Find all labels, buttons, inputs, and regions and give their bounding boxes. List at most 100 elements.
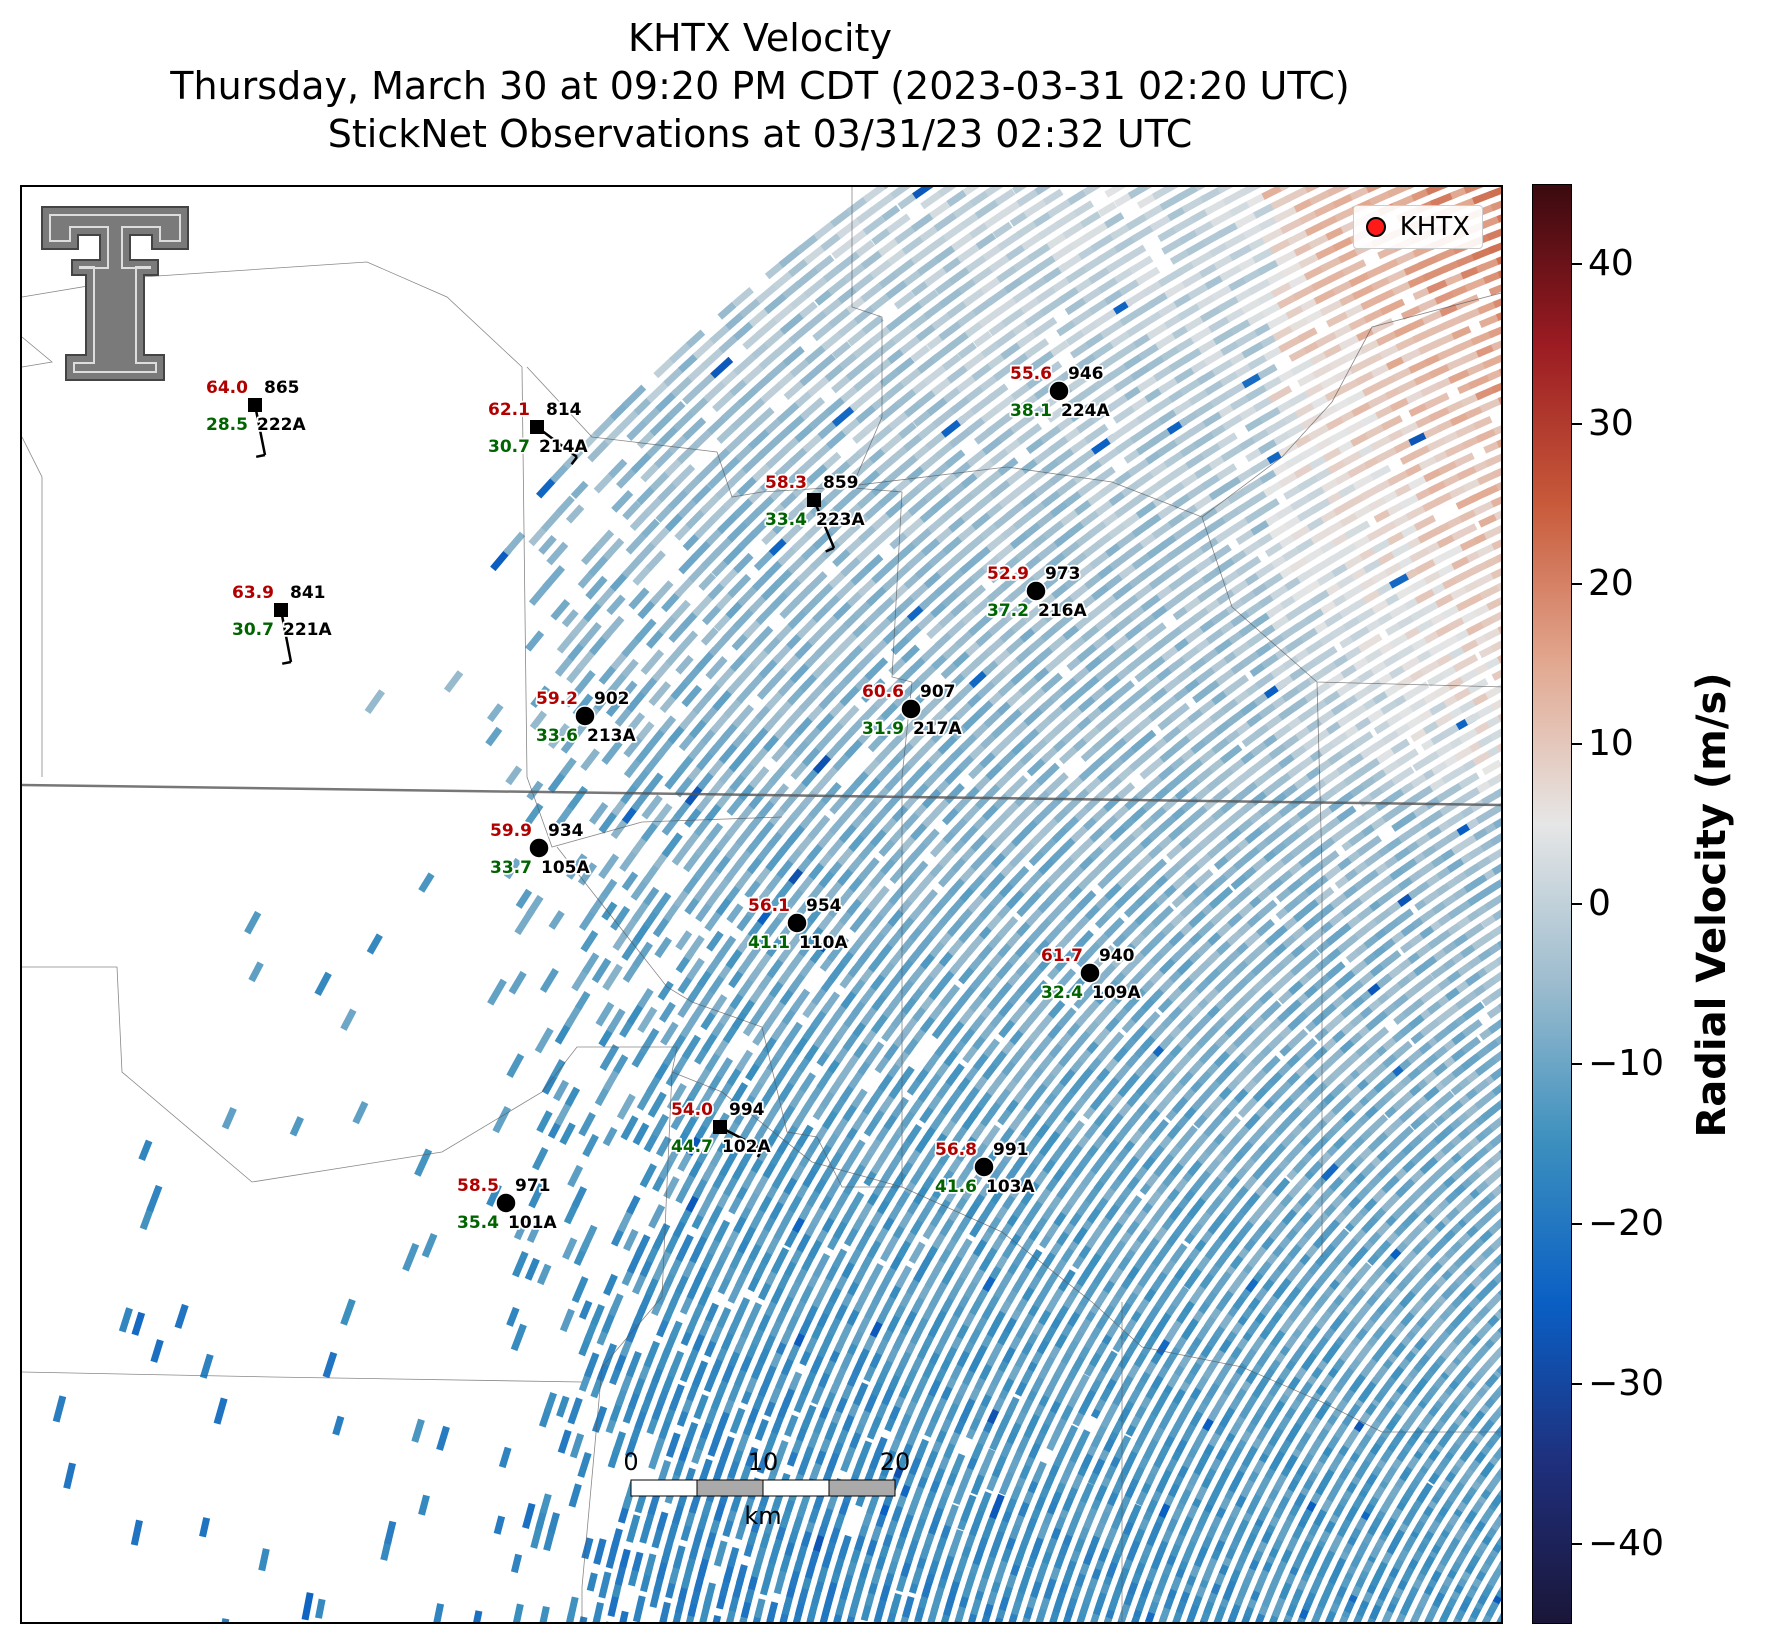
station-213a[interactable]: 59.2 902 33.6 213A xyxy=(534,687,638,748)
station-temperature: 55.6 xyxy=(1010,364,1052,384)
station-217a[interactable]: 60.6 907 31.9 217A xyxy=(860,680,964,741)
station-216a[interactable]: 52.9 973 37.2 216A xyxy=(985,562,1089,623)
station-id: 110A xyxy=(799,933,848,953)
station-temperature: 61.7 xyxy=(1041,946,1083,966)
station-pressure: 814 xyxy=(546,400,582,420)
colorbar-tick-label: −40 xyxy=(1588,1523,1664,1564)
wind-barb-icon xyxy=(812,499,836,553)
station-id: 216A xyxy=(1038,601,1087,621)
station-dewpoint: 44.7 xyxy=(671,1137,713,1157)
station-dewpoint: 33.4 xyxy=(765,510,807,530)
legend-label: KHTX xyxy=(1399,212,1470,242)
station-id: 103A xyxy=(986,1177,1035,1197)
station-pressure: 971 xyxy=(515,1176,551,1196)
wind-barb-icon xyxy=(253,404,267,459)
map-title: KHTX Velocity xyxy=(628,16,892,60)
station-pressure: 907 xyxy=(920,682,956,702)
station-temperature: 56.1 xyxy=(748,896,790,916)
scale-label-20: 20 xyxy=(880,1448,911,1476)
station-circle-marker-icon xyxy=(1079,962,1101,984)
station-square-marker-icon xyxy=(713,1120,727,1134)
county-boundaries xyxy=(22,187,1501,1622)
station-temperature: 64.0 xyxy=(206,378,248,398)
wind-barb-icon xyxy=(279,609,293,665)
station-square-marker-icon xyxy=(248,398,262,412)
station-102a[interactable]: 54.0 994 44.7 102A xyxy=(669,1098,773,1159)
colorbar-tick-label: −20 xyxy=(1588,1203,1664,1244)
station-square-marker-icon xyxy=(530,420,544,434)
county-boundary xyxy=(851,187,883,488)
scale-bar: 0 10 20 km xyxy=(623,1448,910,1530)
station-temperature: 60.6 xyxy=(862,682,904,702)
station-224a[interactable]: 55.6 946 38.1 224A xyxy=(1008,362,1112,423)
station-circle-marker-icon xyxy=(574,705,596,727)
station-109a[interactable]: 61.7 940 32.4 109A xyxy=(1039,944,1143,1005)
station-pressure: 902 xyxy=(594,689,630,709)
station-101a[interactable]: 58.5 971 35.4 101A xyxy=(455,1174,559,1235)
station-pressure: 991 xyxy=(993,1140,1029,1160)
station-105a[interactable]: 59.9 934 33.7 105A xyxy=(488,819,592,880)
map-subtitle-time: Thursday, March 30 at 09:20 PM CDT (2023… xyxy=(170,64,1350,108)
county-boundary xyxy=(1316,681,1323,1257)
map-subtitle-observations: StickNet Observations at 03/31/23 02:32 … xyxy=(327,112,1193,156)
radar-map[interactable]: 64.0 865 28.5 222A 62.1 814 30.7 214A 58.3 859 33.… xyxy=(22,187,1503,1624)
station-id: 213A xyxy=(587,726,636,746)
station-temperature: 52.9 xyxy=(987,564,1029,584)
scale-label-10: 10 xyxy=(748,1448,779,1476)
county-boundary xyxy=(581,1071,673,1622)
station-id: 221A xyxy=(283,620,332,640)
county-boundary xyxy=(22,336,53,368)
county-boundary xyxy=(22,436,43,777)
station-pressure: 865 xyxy=(264,378,300,398)
station-temperature: 58.5 xyxy=(457,1176,499,1196)
station-pressure: 841 xyxy=(290,583,326,603)
station-pressure: 954 xyxy=(806,896,842,916)
station-dewpoint: 33.7 xyxy=(490,858,532,878)
colorbar-label: Radial Velocity (m/s) xyxy=(1689,672,1735,1138)
station-dewpoint: 32.4 xyxy=(1041,983,1083,1003)
station-pressure: 934 xyxy=(548,821,584,841)
station-square-marker-icon xyxy=(274,603,288,617)
county-boundary xyxy=(22,1371,583,1383)
station-id: 223A xyxy=(816,510,865,530)
station-dewpoint: 41.6 xyxy=(935,1177,977,1197)
station-pressure: 946 xyxy=(1068,364,1104,384)
station-circle-marker-icon xyxy=(1025,580,1047,602)
station-dewpoint: 37.2 xyxy=(987,601,1029,621)
colorbar-tick-label: 40 xyxy=(1588,243,1634,284)
station-214a[interactable]: 62.1 814 30.7 214A xyxy=(486,398,590,465)
station-222a[interactable]: 64.0 865 28.5 222A xyxy=(204,376,308,459)
station-110a[interactable]: 56.1 954 41.1 110A xyxy=(746,894,850,955)
map-panel[interactable]: 64.0 865 28.5 222A 62.1 814 30.7 214A 58.3 859 33.… xyxy=(20,185,1503,1624)
station-temperature: 59.2 xyxy=(536,689,578,709)
texas-tech-logo xyxy=(41,206,189,381)
station-temperature: 54.0 xyxy=(671,1100,713,1120)
radar-site-marker-icon xyxy=(1365,217,1386,237)
station-223a[interactable]: 58.3 859 33.4 223A xyxy=(763,471,867,553)
station-circle-marker-icon xyxy=(528,837,550,859)
station-pressure: 940 xyxy=(1099,946,1135,966)
title-block: KHTX Velocity Thursday, March 30 at 09:2… xyxy=(0,14,1520,158)
station-temperature: 56.8 xyxy=(935,1140,977,1160)
county-boundary xyxy=(526,366,843,498)
station-circle-marker-icon xyxy=(900,698,922,720)
station-dewpoint: 30.7 xyxy=(488,437,530,457)
county-boundary xyxy=(22,966,903,1188)
station-temperature: 62.1 xyxy=(488,400,530,420)
station-temperature: 63.9 xyxy=(232,583,274,603)
station-dewpoint: 30.7 xyxy=(232,620,274,640)
colorbar-tick-label: 20 xyxy=(1588,563,1634,604)
colorbar-tick-label: 30 xyxy=(1588,403,1634,444)
station-id: 224A xyxy=(1061,401,1110,421)
station-circle-marker-icon xyxy=(495,1192,517,1214)
legend: KHTX xyxy=(1352,205,1483,249)
station-dewpoint: 38.1 xyxy=(1010,401,1052,421)
radar-velocity-layer xyxy=(52,187,1501,1622)
scale-label-0: 0 xyxy=(623,1448,638,1476)
scale-unit: km xyxy=(744,1502,781,1530)
county-boundary xyxy=(22,261,783,848)
station-103a[interactable]: 56.8 991 41.6 103A xyxy=(933,1138,1037,1199)
station-id: 222A xyxy=(257,415,306,435)
county-boundary xyxy=(1201,292,1501,518)
station-221a[interactable]: 63.9 841 30.7 221A xyxy=(230,581,334,665)
